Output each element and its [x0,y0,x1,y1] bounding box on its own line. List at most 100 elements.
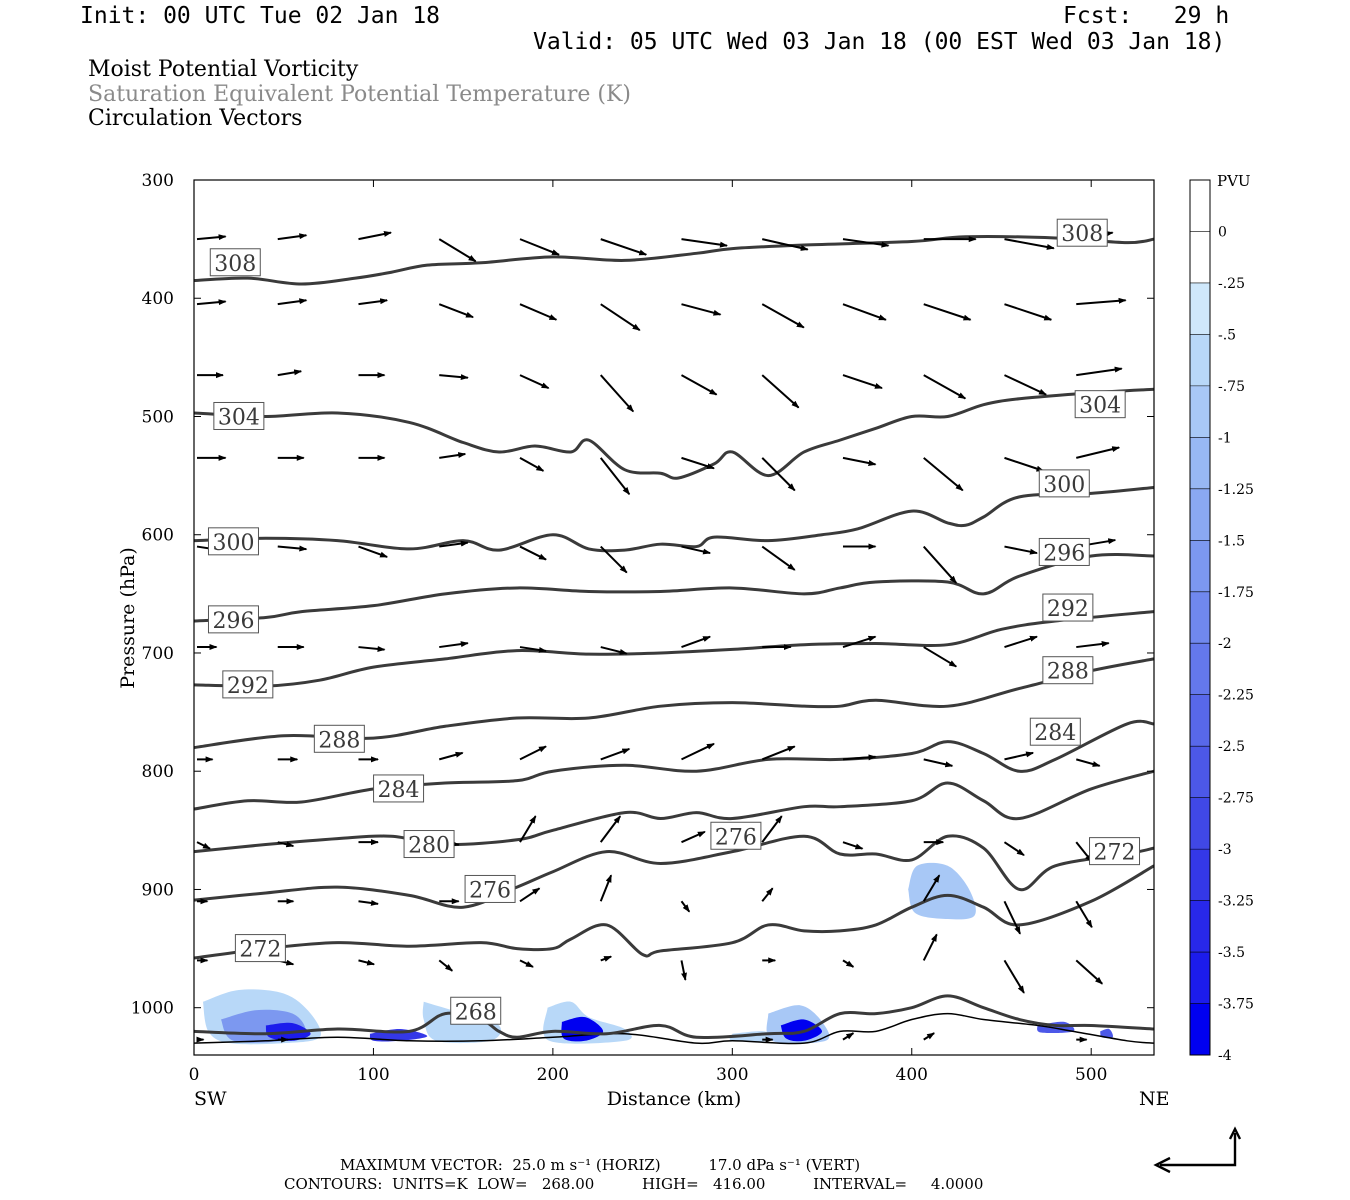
circulation-vector [922,874,941,902]
circulation-vector [519,545,547,561]
circulation-vector [600,238,648,256]
y-tick-label: 900 [142,880,174,900]
isentrope-296 [194,553,1154,623]
pv-area [780,1019,823,1042]
circulation-vector [277,233,308,241]
contour-label-292: 292 [227,674,269,699]
circulation-vector [842,303,887,321]
contour-label-300: 300 [212,531,254,556]
circulation-vector [438,238,477,263]
circulation-vector [438,959,454,972]
colorbar-tick-label: -2 [1218,636,1232,652]
contour-label-box [209,248,261,277]
contour-label-box [1038,537,1090,566]
isentrope-284 [194,719,1154,811]
contour-label-box [1089,837,1141,866]
circulation-vector [681,635,712,649]
circulation-vector [761,887,774,902]
circulation-vector [600,955,613,962]
colorbar-tick-label: -1.25 [1218,482,1254,498]
title-theta-es: Saturation Equivalent Potential Temperat… [88,82,631,107]
colorbar-tick-label: -3.75 [1218,997,1254,1013]
contour-label-box [207,605,259,634]
circulation-vector [842,456,877,466]
y-tick-label: 300 [142,171,174,191]
x-tick-label: 500 [1075,1065,1107,1085]
circulation-vector [1076,366,1123,377]
circulation-vector [680,960,687,981]
circulation-vector [196,299,227,306]
circulation-vector [762,238,809,251]
circulation-vector [600,646,628,655]
contour-label-box [1056,218,1108,247]
colorbar-cell [1190,334,1210,387]
circulation-vector [681,374,718,396]
colorbar-tick-label: -1.75 [1218,585,1254,601]
colorbar-cell [1190,231,1210,284]
contour-label-280: 280 [408,834,450,859]
init-time: Init: 00 UTC Tue 02 Jan 18 [80,3,441,29]
title-vectors: Circulation Vectors [88,106,303,131]
colorbar-cell [1190,694,1210,747]
right-endpoint-ne: NE [1139,1088,1170,1110]
circulation-vector [1075,959,1103,985]
colorbar-cell [1190,746,1210,799]
forecast-hour: Fcst: 29 h [1063,3,1230,29]
circulation-vector [761,745,796,761]
colorbar-tick-label: -1.5 [1218,533,1245,549]
isentrope-300 [194,485,1154,553]
isentrope-280 [194,769,1154,854]
x-tick-label: 300 [716,1065,748,1085]
circulation-vector [599,374,634,413]
axes: 300 400 500 600 700 800 900 1000 0 100 200 300 400 50… [131,171,1154,1085]
circulation-vector [923,758,954,768]
circulation-vector [681,456,715,470]
colorbar-tick-label: 0 [1218,224,1227,240]
circulation-vector [680,900,691,913]
colorbar-tick-label: -.25 [1218,276,1245,292]
colorbar-cell [1190,180,1210,232]
contour-label-box [1042,593,1094,622]
contour-label-284: 284 [378,778,420,803]
colorbar-tick-label: -.5 [1218,327,1236,343]
circulation-vector [358,899,379,906]
circulation-vector [277,545,308,552]
x-tick-label: 400 [896,1065,928,1085]
circulation-vector [600,545,628,574]
colorbar-tick-label: -2.5 [1218,739,1245,755]
y-axis-label: Pressure (hPa) [117,547,139,689]
colorbar-cell [1190,437,1210,490]
isentrope-272 [194,864,1154,960]
circulation-vector [842,959,855,968]
y-tick-label: 1000 [131,999,174,1019]
isentrope-288 [194,657,1154,750]
circulation-vector [923,374,967,400]
circulation-vector [438,751,464,761]
circulation-vector [1004,238,1055,250]
contour-label-296: 296 [212,609,254,634]
contour-label-box [464,874,516,903]
contour-label-304: 304 [1079,394,1121,419]
circulation-vector [519,456,545,472]
contour-label-box [403,830,455,859]
circulation-vector [1075,900,1093,929]
y-tick-label: 700 [142,644,174,664]
contour-label-292: 292 [1047,597,1089,622]
colorbar-tick-label: -1 [1218,430,1232,446]
colorbar-cell [1190,540,1210,593]
contour-label-276: 276 [469,878,511,903]
isentrope-268 [194,994,1154,1040]
circulation-vector [1003,959,1025,994]
contour-label-box [1074,390,1126,419]
y-tick-label: 500 [142,407,174,427]
contour-label-box [450,996,502,1025]
colorbar: 0 -.25 -.5 -.75 -1 -1.25 -1.5 -1.75 -2 -2.25 -2.5 -… [1189,179,1254,1064]
circulation-vector [599,874,613,902]
circulation-vector [439,452,467,459]
pv-shading [202,862,1114,1045]
circulation-vector [1076,446,1121,459]
contour-label-box [313,724,365,753]
circulation-vector [1004,751,1035,761]
contour-label-box [1029,717,1081,746]
colorbar-tick-label: -3 [1218,842,1232,858]
